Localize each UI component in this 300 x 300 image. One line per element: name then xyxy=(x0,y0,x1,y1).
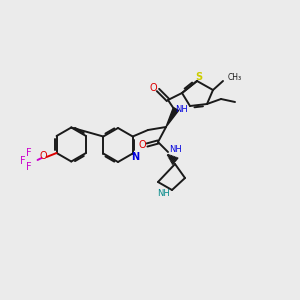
Text: NH: NH xyxy=(175,106,188,115)
Polygon shape xyxy=(166,107,178,127)
Text: O: O xyxy=(149,83,157,93)
Text: CH₃: CH₃ xyxy=(228,74,242,82)
Text: F: F xyxy=(20,156,26,166)
Text: O: O xyxy=(40,151,47,161)
Text: F: F xyxy=(26,162,32,172)
Text: NH: NH xyxy=(158,188,170,197)
Text: S: S xyxy=(195,72,203,82)
Text: N: N xyxy=(131,152,139,161)
Text: F: F xyxy=(26,148,32,158)
Text: NH: NH xyxy=(169,146,182,154)
Text: O: O xyxy=(138,140,146,150)
